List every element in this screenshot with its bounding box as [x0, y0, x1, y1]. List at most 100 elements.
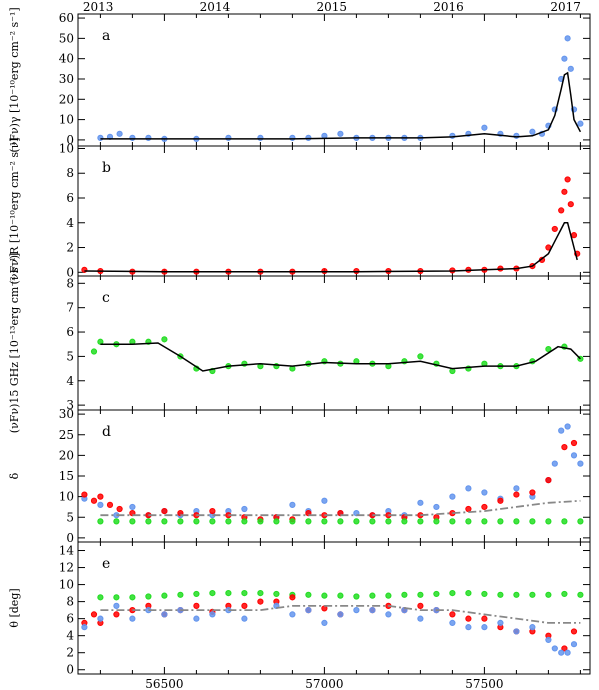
data-point: [385, 592, 392, 599]
data-point: [570, 641, 578, 648]
dashdot-line: [100, 499, 581, 517]
series-radio-2: [97, 518, 584, 525]
y-tick-label: 2: [66, 241, 74, 255]
data-point: [465, 505, 472, 513]
data-point: [545, 477, 552, 484]
data-point: [564, 35, 571, 42]
data-point: [337, 130, 344, 137]
data-point: [193, 518, 200, 525]
data-point: [481, 590, 488, 598]
data-point: [257, 518, 264, 525]
data-point: [433, 503, 440, 511]
data-point: [529, 591, 536, 598]
data-point: [561, 55, 568, 62]
y-tick-label: 50: [59, 31, 74, 45]
y-tick-label: 15: [59, 469, 74, 483]
data-point: [551, 225, 558, 233]
year-label: 2016: [433, 0, 464, 14]
data-point: [90, 348, 98, 355]
y-tick-label: 20: [59, 92, 74, 106]
data-point: [353, 518, 360, 525]
y-tick-label: 7: [66, 301, 74, 315]
series-gamma-0: [97, 35, 584, 142]
data-point: [385, 518, 392, 525]
data-point: [129, 134, 136, 141]
panel-frame: [77, 145, 591, 277]
data-point: [90, 497, 98, 504]
data-point: [337, 611, 344, 618]
data-point: [561, 590, 568, 598]
data-point: [161, 336, 168, 343]
data-point: [161, 518, 168, 525]
model-line: [100, 342, 581, 372]
data-point: [177, 591, 184, 598]
data-point: [481, 503, 488, 511]
x-tick-label: 57000: [305, 677, 343, 690]
data-point: [97, 594, 104, 601]
data-point: [369, 607, 376, 614]
data-point: [337, 518, 344, 525]
data-point: [145, 134, 152, 141]
series-radio-0: [97, 589, 584, 601]
data-point: [305, 607, 312, 614]
data-point: [577, 460, 584, 467]
data-point: [369, 518, 376, 525]
data-point: [558, 207, 565, 214]
data-point: [529, 624, 536, 631]
data-point: [417, 615, 424, 622]
panel-data: [81, 423, 584, 525]
data-point: [558, 649, 565, 656]
y-tick-label: 6: [66, 612, 74, 626]
data-point: [465, 624, 472, 631]
data-point: [257, 598, 264, 605]
y-axis-label: (νFν)γ [10⁻¹⁰erg cm⁻² s⁻¹]: [8, 7, 21, 152]
data-point: [449, 589, 456, 597]
data-point: [241, 615, 248, 622]
data-point: [401, 591, 408, 598]
data-point: [449, 493, 456, 500]
data-point: [353, 593, 360, 600]
data-point: [90, 611, 98, 618]
data-point: [513, 628, 520, 635]
data-point: [241, 602, 248, 609]
data-point: [465, 615, 472, 622]
y-tick-label: 6: [66, 191, 74, 205]
data-point: [225, 589, 232, 597]
panel-data: [97, 35, 584, 142]
data-point: [116, 505, 123, 513]
y-tick-label: 30: [59, 72, 74, 86]
y-tick-label: 10: [59, 141, 74, 155]
data-point: [513, 485, 520, 492]
data-point: [116, 130, 123, 137]
data-point: [193, 615, 200, 622]
data-point: [564, 649, 571, 656]
panel-letter: b: [102, 160, 111, 176]
data-point: [81, 491, 88, 498]
y-tick-label: 0: [66, 265, 74, 279]
series-model-1: [100, 71, 582, 140]
series-gamma-0: [81, 423, 584, 521]
data-point: [545, 591, 552, 598]
panel-letter: d: [102, 424, 111, 440]
data-point: [209, 611, 216, 618]
data-point: [561, 518, 568, 525]
data-point: [577, 518, 584, 525]
data-point: [193, 602, 200, 609]
panel-b: 0 2 4 6 8 10 b (νFν)R [10⁻¹⁰erg cm⁻² s⁻¹]: [8, 137, 591, 285]
y-tick-label: 8: [66, 166, 74, 180]
y-tick-label: 30: [59, 407, 74, 421]
data-point: [513, 591, 520, 598]
data-point: [106, 501, 114, 508]
data-point: [513, 491, 520, 498]
data-point: [570, 439, 578, 447]
data-point: [513, 132, 520, 139]
data-point: [241, 505, 248, 513]
top-year-axis: 2013 2014 2015 2016 2017: [83, 0, 581, 14]
data-point: [113, 594, 120, 601]
data-point: [289, 518, 296, 525]
data-point: [321, 592, 328, 599]
data-point: [241, 589, 248, 597]
data-point: [497, 497, 504, 504]
data-point: [465, 485, 472, 492]
